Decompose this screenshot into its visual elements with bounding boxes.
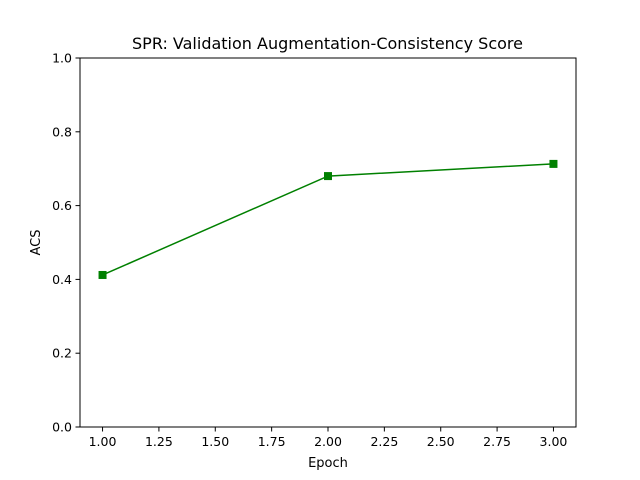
series-line xyxy=(102,163,554,276)
data-point-marker xyxy=(98,270,107,279)
y-axis-label: ACS xyxy=(29,230,44,256)
x-tick-label: 1.75 xyxy=(258,434,286,449)
plot-area xyxy=(98,159,558,279)
x-tick-label: 1.25 xyxy=(145,434,173,449)
x-tick-label: 1.00 xyxy=(89,434,117,449)
y-tick-label: 0.6 xyxy=(52,198,72,213)
x-tick-label: 2.00 xyxy=(314,434,342,449)
x-tick-label: 2.25 xyxy=(370,434,398,449)
x-axis-label: Epoch xyxy=(308,456,348,471)
data-point-marker xyxy=(324,172,332,181)
y-tick-label: 0.4 xyxy=(52,272,72,287)
y-tick-label: 0.8 xyxy=(52,124,72,139)
y-axis-ticks: 0.0 0.2 0.4 0.6 0.8 1.0 xyxy=(52,51,80,435)
x-tick-label: 2.50 xyxy=(427,434,455,449)
y-tick-label: 0.2 xyxy=(52,346,72,361)
plot-frame xyxy=(79,57,577,428)
x-axis-ticks: 1.00 1.25 1.50 1.75 2.00 2.25 2.50 2.75 3.00 xyxy=(89,427,568,449)
y-tick-label: 0.0 xyxy=(52,420,72,435)
chart-title: SPR: Validation Augmentation-Consistency… xyxy=(132,34,523,53)
data-point-marker xyxy=(549,159,558,168)
y-tick-label: 1.0 xyxy=(52,51,72,66)
x-tick-label: 3.00 xyxy=(540,434,568,449)
x-tick-label: 1.50 xyxy=(201,434,229,449)
x-tick-label: 2.75 xyxy=(483,434,511,449)
